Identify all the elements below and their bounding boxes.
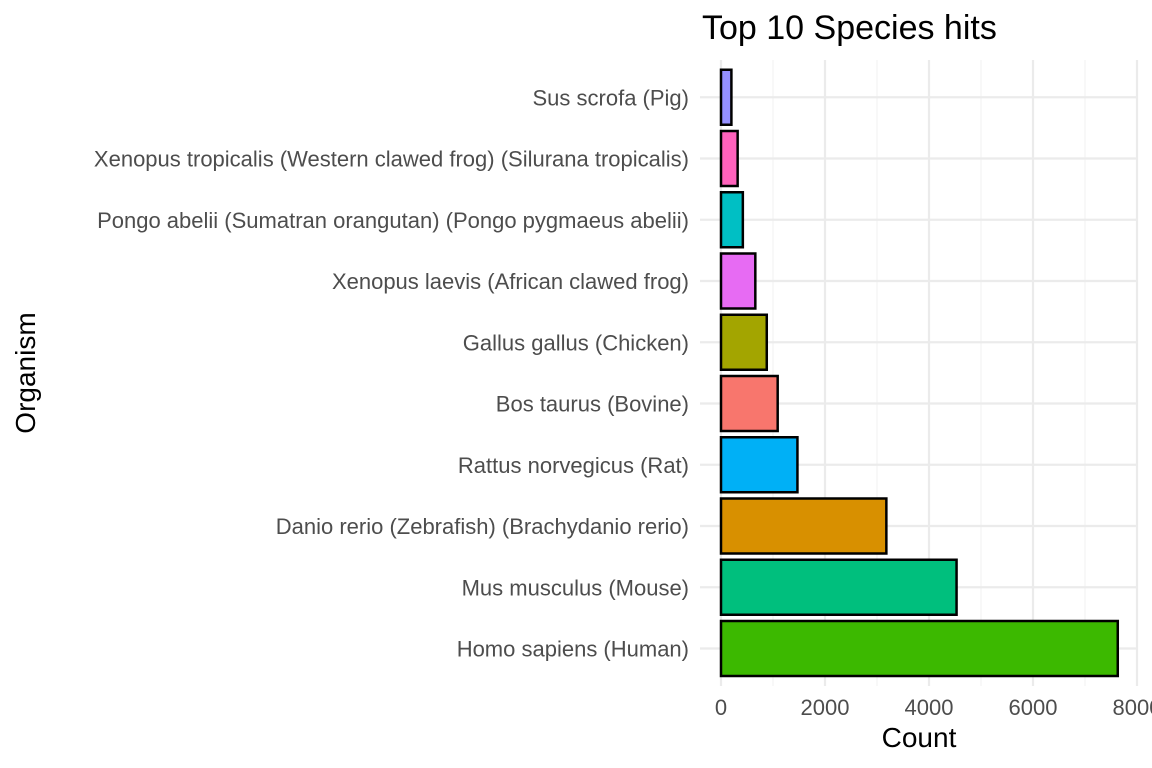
y-tick-label: Gallus gallus (Chicken) [463,330,689,355]
chart-title: Top 10 Species hits [702,9,997,47]
x-tick-labels: 0 2000 4000 6000 8000 [715,695,1152,720]
bar [719,374,779,433]
x-tick-label: 6000 [1009,695,1058,720]
x-tick-label: 8000 [1113,695,1152,720]
bar [719,129,739,188]
x-tick-label: 2000 [801,695,850,720]
bar [719,436,799,494]
y-tick-label: Homo sapiens (Human) [457,637,689,662]
y-tick-label: Bos taurus (Bovine) [496,392,689,417]
y-tick-label: Pongo abelii (Sumatran orangutan) (Pongo… [97,208,689,233]
y-tick-label: Xenopus tropicalis (Western clawed frog)… [94,147,689,172]
y-tick-label: Danio rerio (Zebrafish) (Brachydanio rer… [276,514,689,539]
bar [719,68,733,126]
bar [719,252,757,310]
y-tick-label: Sus scrofa (Pig) [533,85,690,110]
bar [719,497,888,555]
bars [719,68,1120,678]
y-tick-label: Xenopus laevis (African clawed frog) [332,269,689,294]
x-tick-label: 4000 [905,695,954,720]
bar [719,313,769,371]
y-axis-title: Organism [10,312,41,433]
bar [719,191,745,249]
bar [719,558,958,616]
x-axis-title: Count [882,722,957,753]
bar [719,619,1120,678]
y-tick-label: Mus musculus (Mouse) [462,575,689,600]
y-tick-label: Rattus norvegicus (Rat) [458,453,689,478]
y-tick-labels: Homo sapiens (Human) Mus musculus (Mouse)… [94,85,689,661]
x-tick-label: 0 [715,695,727,720]
